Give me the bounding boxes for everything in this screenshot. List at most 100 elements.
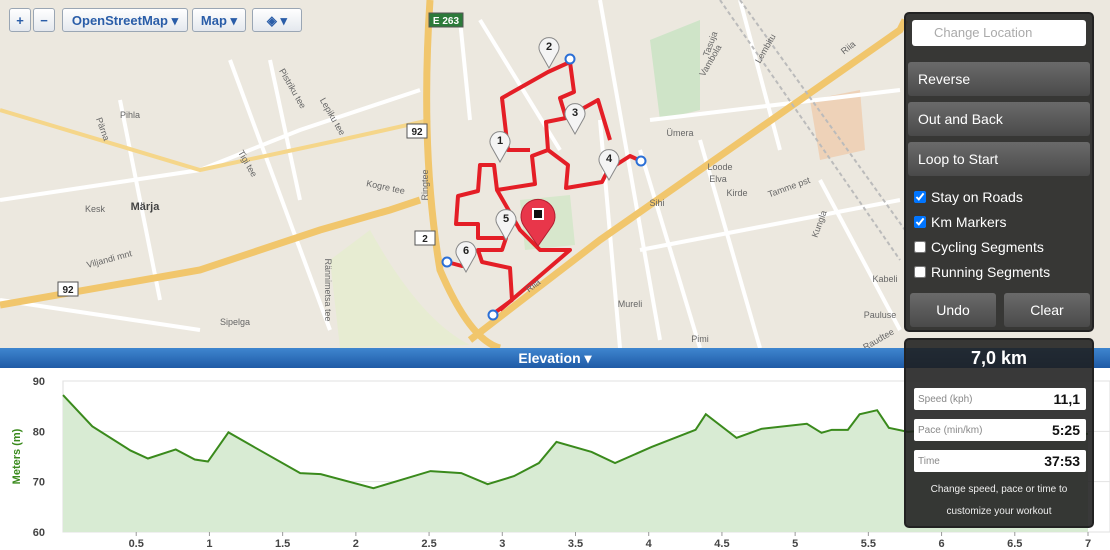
railway: [719, 0, 906, 261]
route-endpoints: [441, 53, 647, 321]
road-shield-label: 2: [422, 234, 428, 245]
view-select[interactable]: Map ▾: [192, 8, 246, 32]
elevation-line: [62, 394, 1089, 490]
layer-select[interactable]: OpenStreetMap ▾: [62, 8, 188, 32]
km-pin: [489, 131, 511, 164]
hint: customize your workout: [946, 506, 1052, 517]
y-tick-label: 90: [33, 376, 45, 388]
km-label: 5: [503, 213, 509, 225]
stat-label: Pace (min/km): [918, 425, 983, 436]
elevation-title: Elevation: [518, 350, 581, 366]
street-label: Elva: [709, 174, 727, 184]
y-tick-label: 70: [33, 477, 45, 489]
x-tick-label: 6: [939, 538, 945, 550]
street-label: Ümera: [666, 128, 693, 138]
option[interactable]: Km Markers: [914, 212, 1006, 232]
clear-button[interactable]: Clear: [1004, 293, 1090, 327]
elevation-bar[interactable]: Elevation ▾: [0, 348, 1110, 368]
road-shield: [414, 230, 436, 246]
option-label: Cycling Segments: [931, 239, 1044, 255]
hint: Change speed, pace or time to: [930, 484, 1068, 495]
road-shield: [406, 123, 428, 139]
x-tick-label: 1: [206, 538, 212, 550]
x-tick-label: 1.5: [275, 538, 290, 550]
route-panel: Change Location Reverse Out and Back Loo…: [904, 12, 1094, 332]
street-label: Kesk: [85, 204, 106, 214]
minor-roads: [0, 0, 902, 348]
road-shield-label: 92: [62, 285, 74, 296]
layers-button[interactable]: ◈ ▾: [252, 8, 302, 32]
park: [330, 230, 470, 348]
option[interactable]: Cycling Segments: [914, 237, 1044, 257]
sports-field: [810, 90, 865, 160]
street-label: Sipelga: [220, 317, 250, 327]
stat-label: Speed (kph): [918, 394, 973, 405]
street-label: Kirde: [726, 188, 747, 198]
action-button[interactable]: Loop to Start: [908, 142, 1090, 176]
stat-field[interactable]: Time 37:53: [914, 450, 1086, 472]
stat-value: 37:53: [1044, 453, 1080, 469]
km-label: 1: [497, 135, 503, 147]
option-label: Km Markers: [931, 214, 1007, 230]
x-tick-label: 0.5: [129, 538, 144, 550]
km-pin: [538, 37, 560, 70]
stat-label: Time: [918, 456, 940, 467]
km-label: 3: [572, 107, 578, 119]
km-pin: [455, 241, 477, 274]
stats-panel: 7,0 km Speed (kph) 11,1 Pace (min/km) 5:25 T…: [904, 338, 1094, 528]
x-tick-label: 4.5: [714, 538, 729, 550]
option-label: Stay on Roads: [931, 189, 1023, 205]
km-pin: [495, 209, 517, 242]
zoom-out[interactable]: −: [33, 8, 55, 32]
km-label: 2: [546, 41, 552, 53]
street-label: Loode: [707, 162, 732, 172]
street-label: Sihi: [649, 198, 664, 208]
location-input[interactable]: Change Location: [912, 20, 1086, 46]
street-label: Kabeli: [872, 274, 897, 284]
km-pin: [598, 149, 620, 182]
layer-label: OpenStreetMap: [71, 13, 168, 28]
location-pin[interactable]: [520, 198, 556, 247]
checkbox[interactable]: [914, 266, 926, 278]
y-tick-label: 80: [33, 426, 45, 438]
option[interactable]: Running Segments: [914, 262, 1050, 282]
km-label: 4: [606, 153, 613, 165]
y-axis-label: Meters (m): [11, 428, 23, 484]
undo-button[interactable]: Undo: [910, 293, 996, 327]
street-label: Pimi: [691, 334, 709, 344]
street-label: Pihla: [120, 110, 140, 120]
x-tick-label: 3: [499, 538, 505, 550]
option[interactable]: Stay on Roads: [914, 187, 1023, 207]
road-shield: [57, 281, 79, 297]
action-button[interactable]: Reverse: [908, 62, 1090, 96]
zoom-in[interactable]: +: [9, 8, 31, 32]
main-road: [467, 18, 909, 343]
stat-field[interactable]: Pace (min/km) 5:25: [914, 419, 1086, 441]
checkbox[interactable]: [914, 241, 926, 253]
checkbox[interactable]: [914, 191, 926, 203]
road-shield: [428, 12, 464, 28]
street-label: Ringtee: [420, 169, 430, 200]
km-pin: [564, 103, 586, 136]
park: [650, 20, 700, 120]
street-label: Pauluse: [864, 310, 897, 320]
x-tick-label: 4: [646, 538, 653, 550]
stat-value: 5:25: [1051, 422, 1080, 438]
checkbox[interactable]: [914, 216, 926, 228]
distance: 7,0 km: [970, 348, 1028, 368]
view-label: Map: [200, 13, 227, 28]
stat-field[interactable]: Speed (kph) 11,1: [914, 388, 1086, 410]
y-tick-label: 60: [33, 527, 45, 539]
option-label: Running Segments: [931, 264, 1051, 280]
elevation-area: [63, 395, 1088, 532]
x-tick-label: 2.5: [421, 538, 436, 550]
km-label: 6: [463, 245, 469, 257]
action-button[interactable]: Out and Back: [908, 102, 1090, 136]
main-road: [0, 108, 431, 173]
x-tick-label: 3.5: [568, 538, 583, 550]
street-label: Rännimetsa tee: [323, 258, 333, 321]
x-tick-label: 7: [1085, 538, 1091, 550]
x-tick-label: 5.5: [861, 538, 876, 550]
km-markers: 1 2 3 4 5 6: [455, 37, 620, 274]
